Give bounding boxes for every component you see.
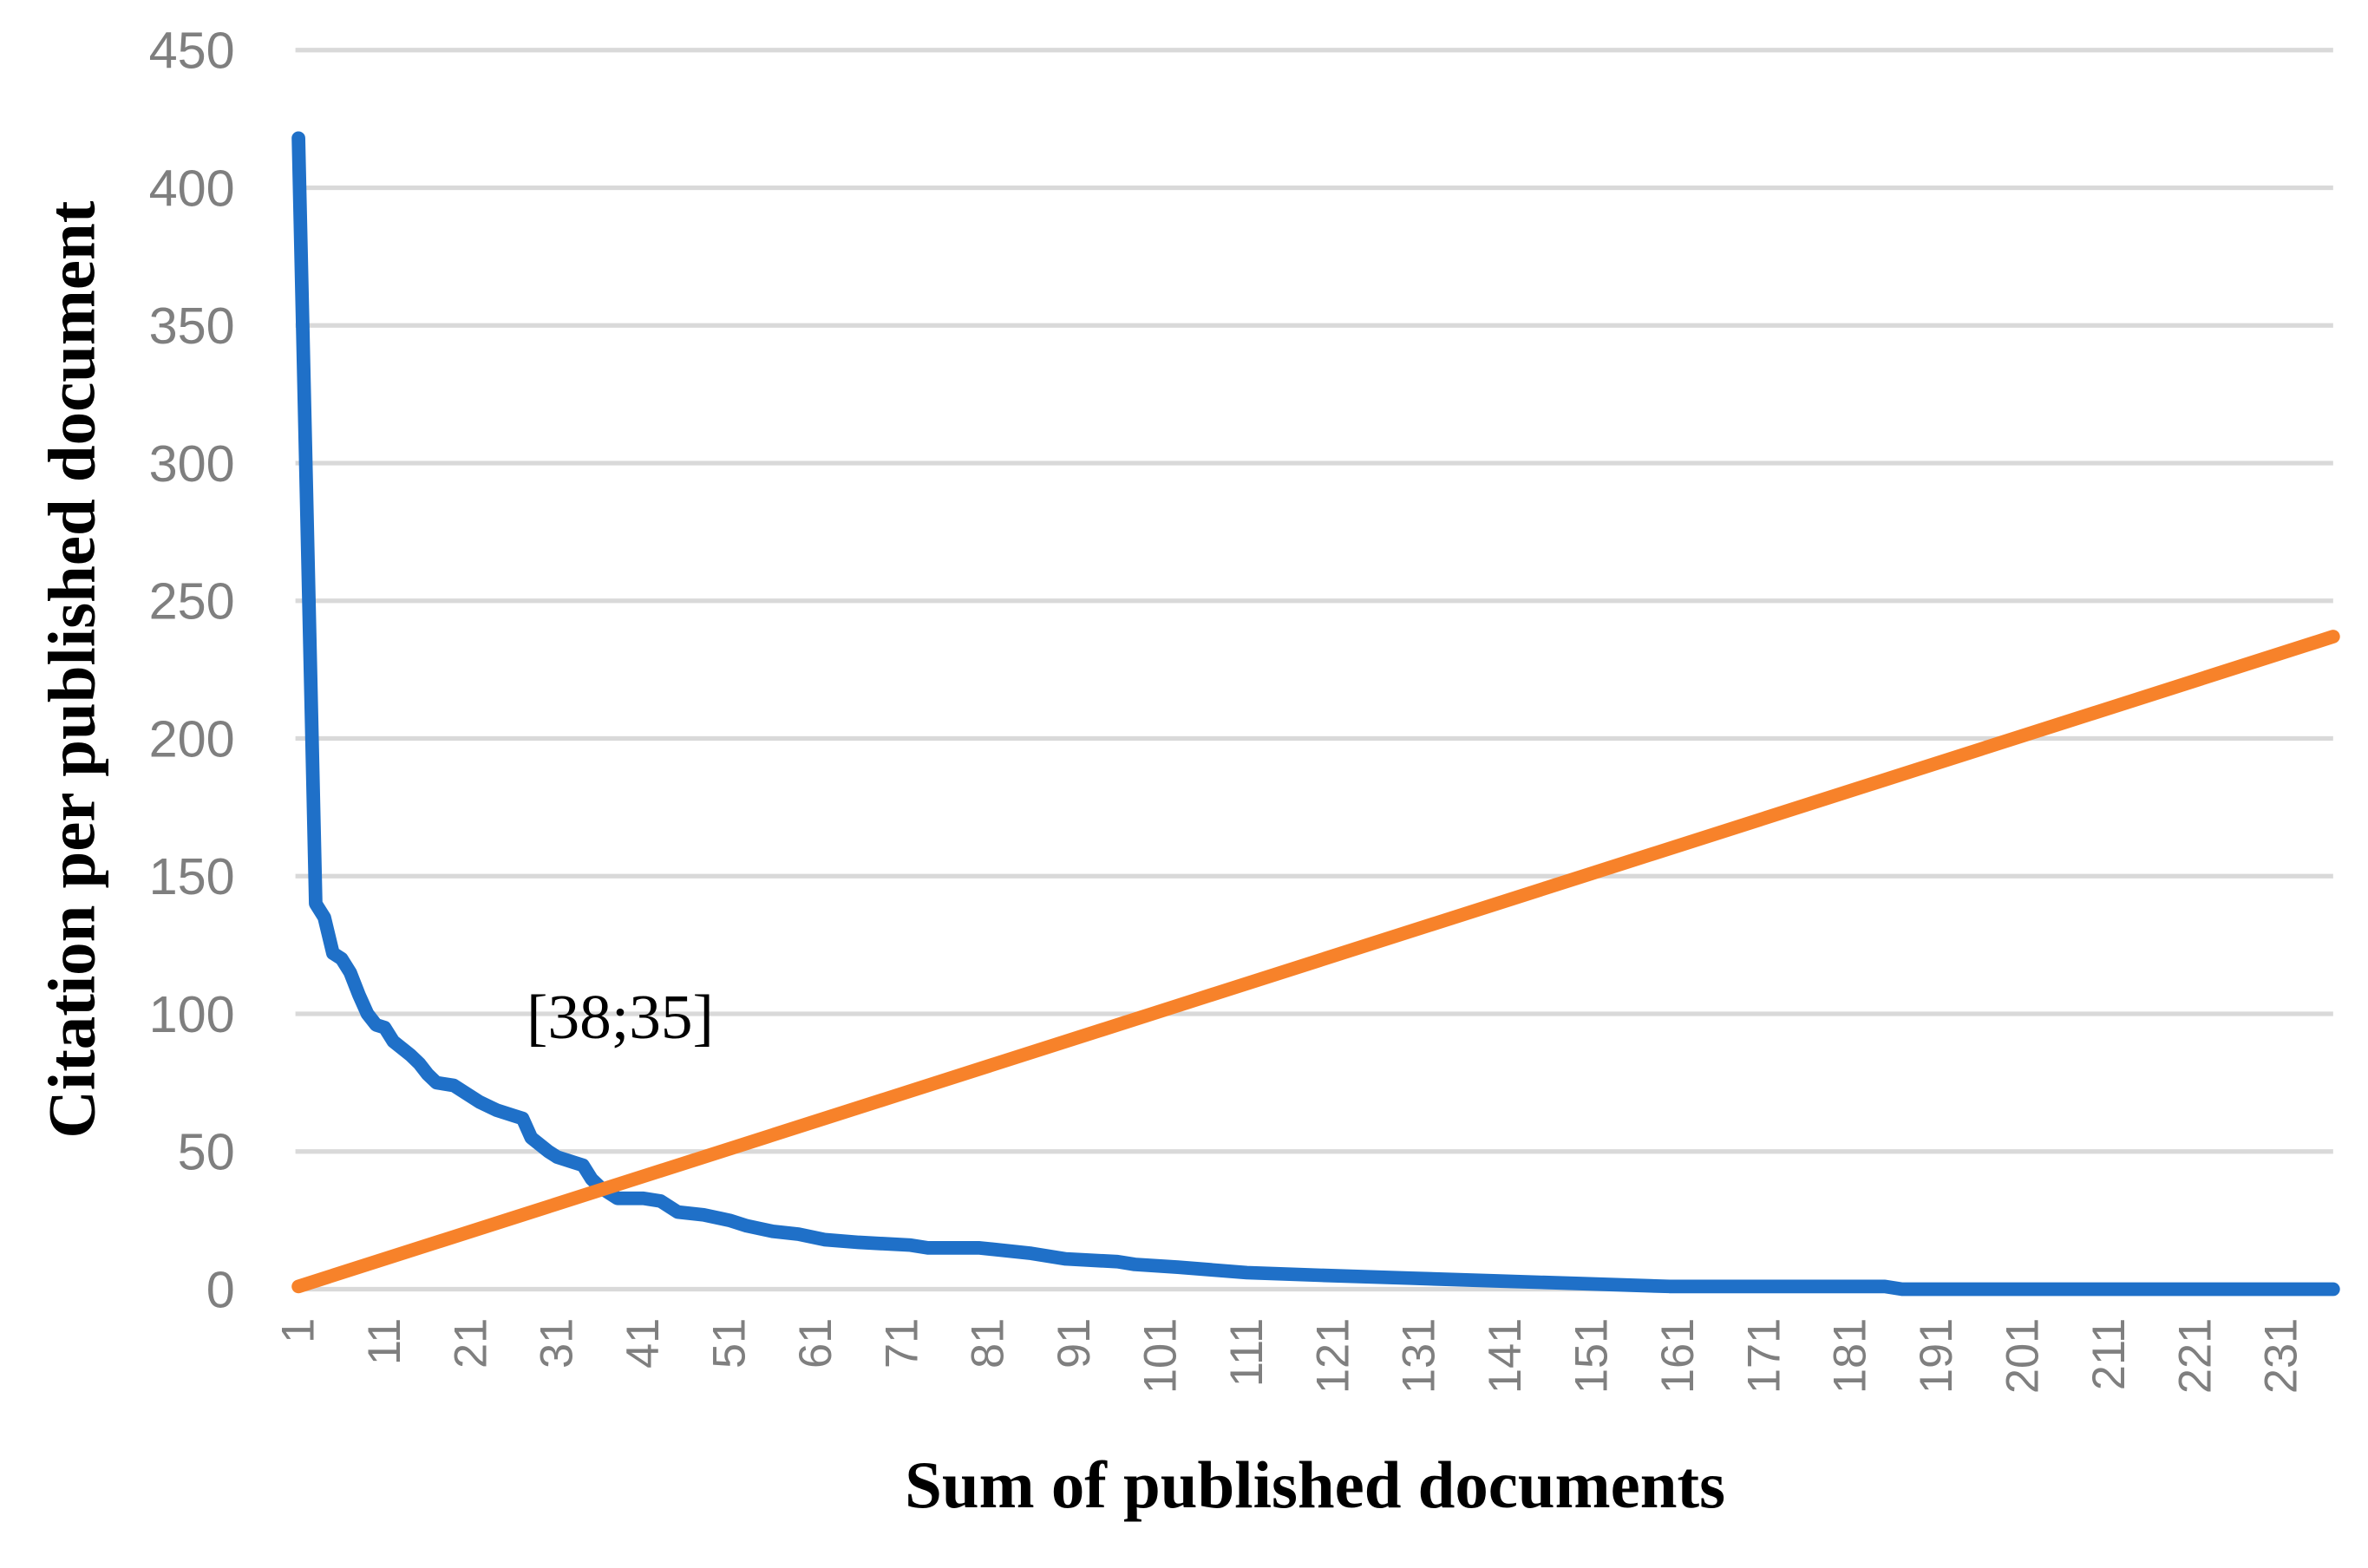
- x-tick-label: 31: [533, 1318, 583, 1369]
- x-tick-label: 111: [1222, 1318, 1272, 1388]
- x-axis-title: Sum of published documents: [905, 1448, 1725, 1522]
- x-tick-label: 91: [1050, 1318, 1100, 1369]
- x-tick-label: 221: [2170, 1318, 2221, 1394]
- annotation: [38;35]: [527, 982, 714, 1052]
- x-tick-label: 171: [1739, 1318, 1789, 1394]
- y-axis-title: Citation per published document: [35, 200, 108, 1138]
- x-tick-label: 231: [2257, 1318, 2307, 1394]
- x-tick-label: 41: [618, 1318, 669, 1369]
- y-tick-label: 150: [149, 847, 235, 905]
- y-tick-label: 100: [149, 985, 235, 1043]
- y-tick-label: 400: [149, 159, 235, 217]
- x-tick-label: 191: [1912, 1318, 1962, 1394]
- x-tick-label: 1: [274, 1318, 324, 1343]
- data-line: [291, 131, 2340, 1297]
- x-tick-label: 211: [2084, 1318, 2135, 1391]
- y-tick-label: 300: [149, 434, 235, 493]
- x-tick-label: 51: [705, 1318, 756, 1369]
- x-tick-label: 161: [1653, 1318, 1704, 1394]
- y-tick-label: 450: [149, 22, 235, 80]
- x-tick-label: 131: [1395, 1318, 1445, 1394]
- x-tick-label: 181: [1826, 1318, 1876, 1394]
- x-tick-label: 81: [964, 1318, 1014, 1369]
- x-tick-label: 151: [1567, 1318, 1617, 1394]
- y-tick-label: 250: [149, 572, 235, 630]
- x-tick-label: 11: [360, 1318, 410, 1365]
- x-tick-label: 141: [1481, 1318, 1531, 1394]
- y-tick-label: 200: [149, 709, 235, 768]
- y-tick-label: 50: [178, 1123, 235, 1181]
- data-line: [291, 630, 2340, 1294]
- x-tick-label: 61: [791, 1318, 841, 1369]
- x-tick-label: 201: [1998, 1318, 2048, 1394]
- y-tick-label: 350: [149, 297, 235, 355]
- x-tick-label: 101: [1136, 1318, 1187, 1394]
- x-tick-label: 121: [1308, 1318, 1358, 1394]
- y-tick-label: 0: [206, 1260, 235, 1318]
- x-tick-label: 21: [446, 1318, 496, 1369]
- x-tick-label: 71: [877, 1318, 927, 1369]
